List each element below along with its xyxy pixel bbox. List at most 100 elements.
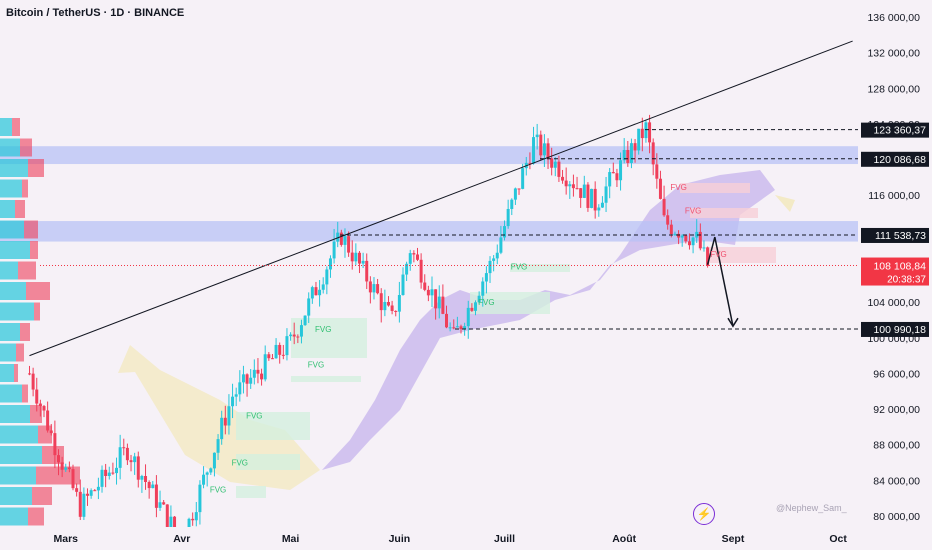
candle [314,287,318,296]
candle [488,260,492,274]
candle [568,184,572,187]
candle [474,302,478,311]
volume-profile-bar [0,487,32,505]
fvg-label: FVG [685,206,701,215]
fvg-label: FVG [670,183,686,192]
candle [310,287,314,299]
candle [608,172,612,187]
candle [535,134,539,138]
candle [202,474,206,485]
price-level-label: 111 538,73 [875,230,926,242]
candle [470,307,474,311]
candle [677,233,681,238]
price-level-label: 100 990,18 [873,324,926,336]
candle [390,305,394,311]
candle [78,491,82,517]
y-tick-label: 132 000,00 [867,48,920,60]
fvg-box [470,292,550,314]
volume-profile-bar [30,241,38,259]
candle [57,455,61,463]
price-label-badge [861,122,929,138]
volume-profile-bar [28,159,44,177]
candle [423,282,427,290]
candle [695,231,699,238]
candle [49,430,53,434]
candle [263,354,267,380]
candle [626,149,630,163]
candle [27,373,31,375]
candle [484,273,488,282]
candle [532,137,536,164]
lightning-icon[interactable]: ⚡ [693,503,715,525]
candle [579,188,583,198]
x-tick-label: Sept [722,533,745,545]
volume-profile-bar [0,302,34,321]
candle [158,502,162,508]
volume-profile-bar [0,507,28,526]
volume-profile-bar [30,405,42,423]
candle [557,161,561,177]
x-tick-label: Oct [829,533,847,545]
candle [75,488,79,492]
candle [455,326,459,328]
volume-profile-bar [0,200,15,218]
x-tick-label: Mai [282,533,300,545]
author-watermark: @Nephew_Sam_ [776,503,847,513]
candle [354,252,358,262]
candle [209,468,213,473]
candle [339,232,343,245]
volume-profile-bar [26,282,50,300]
candle [412,253,416,255]
candle [706,247,710,266]
candle [386,301,390,306]
candles [27,114,710,550]
candle [550,158,554,168]
candle [343,236,347,245]
x-tick-label: Juin [389,533,411,545]
candle [238,382,242,395]
candle [249,377,253,384]
time-axis[interactable] [0,527,858,550]
candle [104,469,108,476]
candle [590,188,594,208]
volume-profile-bar [20,323,30,341]
candle [285,336,289,356]
zone-band [0,146,858,165]
zone-band [0,221,858,242]
candle [93,490,97,492]
candle [86,493,90,496]
candle [307,298,311,316]
candle [325,269,329,285]
x-tick-label: Mars [53,533,78,545]
candle [318,289,322,296]
volume-profile-bar [0,343,16,362]
candle [270,358,274,360]
candle [336,232,340,242]
y-tick-label: 84 000,00 [873,475,920,487]
current-price-label: 108 108,84 [873,261,926,273]
candle [191,518,195,521]
volume-profile-bar [0,282,26,300]
candle [662,198,666,216]
volume-profile-bar [32,487,52,505]
candle [633,143,637,151]
candle [510,199,514,209]
candle [332,241,336,259]
candle [278,344,282,355]
candle [71,469,75,489]
candle [691,237,695,246]
y-tick-label: 128 000,00 [867,83,920,95]
candle [582,184,586,198]
price-level-label: 123 360,37 [873,125,926,137]
candle [426,289,430,296]
price-label-badge [861,321,929,337]
candle [495,252,499,259]
candle [205,472,209,475]
candle [629,143,633,163]
volume-profile-bar [0,261,18,280]
candle [561,176,565,181]
candle [169,516,173,528]
fvg-box [236,412,310,440]
candle [38,403,42,407]
